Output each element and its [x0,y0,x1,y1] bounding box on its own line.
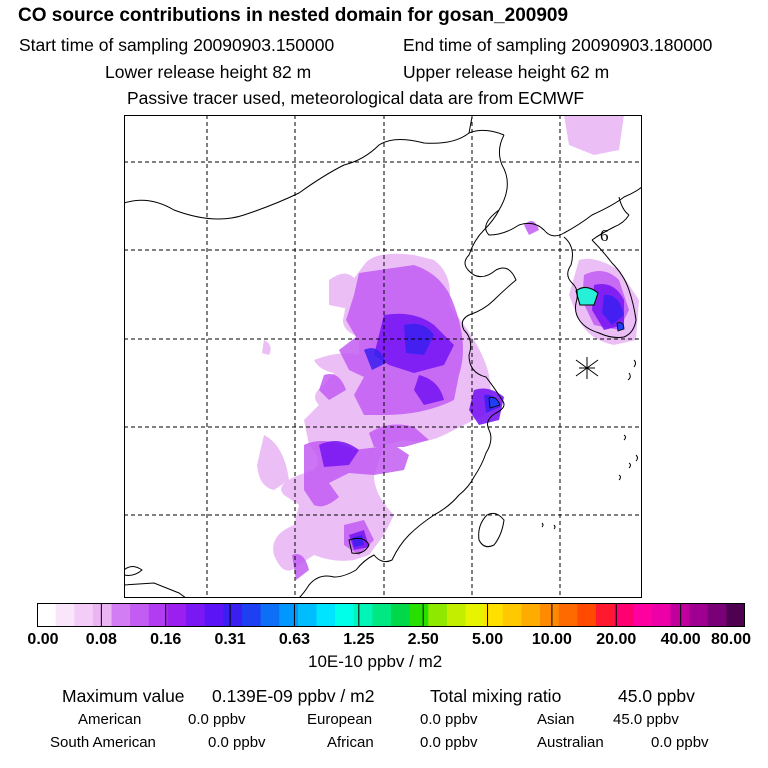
max-value: 0.139E-09 ppbv / m2 [212,686,375,706]
colorbar-cell [409,603,429,627]
colorbar-cell [502,603,523,627]
source-name: South American [50,734,156,751]
colorbar-tick-label: 20.00 [596,631,637,648]
source-value: 0.0 ppbv [651,734,709,751]
colorbar-tick-label: 10.00 [531,631,572,648]
colorbar-cell [335,603,355,627]
source-value: 0.0 ppbv [420,734,478,751]
upper-release-height: Upper release height 62 m [403,62,610,82]
colorbar-cell [577,603,597,627]
start-time: Start time of sampling 20090903.150000 [19,35,335,55]
colorbar-cell [204,603,224,627]
colorbar-cell [372,603,392,627]
colorbar-tick-label: 0.08 [85,631,117,648]
end-time: End time of sampling 20090903.180000 [403,35,713,55]
map-frame [124,115,642,598]
colorbar-tick-label: 0.31 [214,631,246,648]
day-label: 6 [600,226,609,245]
colorbar-cell [111,603,131,627]
map-panel: 6 [124,115,642,598]
colorbar-tick-label: 2.50 [407,631,439,648]
colorbar-cell [130,603,150,627]
source-value: 0.0 ppbv [420,711,478,728]
source-name: African [327,734,374,751]
colorbar-tick-label: 0.16 [150,631,182,648]
source-value: 45.0 ppbv [613,711,679,728]
colorbar-cell [689,603,709,627]
source-name: European [307,711,373,728]
colorbar-cell [391,603,411,627]
colorbar-cell [55,603,75,627]
max-value-label: Maximum value [62,686,185,706]
colorbar-cell [260,603,280,627]
colorbar-cell [521,603,541,627]
colorbar-tick-label: 80.00 [710,631,752,648]
source-name: American [78,711,142,728]
colorbar-cell [316,603,336,627]
source-name: Australian [537,734,604,751]
colorbar-cell [484,603,504,627]
colorbar-cell [446,603,467,627]
tracer-note: Passive tracer used, meteorological data… [127,88,585,108]
source-value: 0.0 ppbv [188,711,246,728]
colorbar-cell [148,603,169,627]
colorbar-cell [186,603,206,627]
colorbar-cell [595,603,616,627]
colorbar-cell [614,603,634,627]
colorbar-cell [74,603,94,627]
colorbar-cell [167,603,187,627]
colorbar-cell [726,603,745,627]
source-name: Asian [537,711,575,728]
lat-lon-grid [124,115,642,598]
colorbar [37,603,745,627]
colorbar-tick-label: 40.00 [660,631,701,648]
colorbar-tick-label: 0.63 [278,631,311,648]
concentration-plume [257,115,639,580]
colorbar-cell [428,603,448,627]
colorbar-cell [651,603,672,627]
total-mixing-label: Total mixing ratio [430,686,562,706]
colorbar-cell [92,603,113,627]
colorbar-cell [37,603,57,627]
colorbar-cell [558,603,578,627]
colorbar-cell [223,603,243,627]
colorbar-tick-label: 0.00 [27,631,59,648]
colorbar-cell [670,603,690,627]
colorbar-cell [279,603,299,627]
colorbar-cell [540,603,560,627]
coastline [124,116,642,598]
colorbar-cell [465,603,485,627]
colorbar-cell [707,603,727,627]
colorbar-tick-label: 5.00 [471,631,504,648]
plot-title: CO source contributions in nested domain… [18,5,569,26]
receptor-asterisk-icon [575,357,599,379]
colorbar-cell [353,603,373,627]
colorbar-tick-label: 1.25 [343,631,375,648]
colorbar-cell [633,603,653,627]
lower-release-height: Lower release height 82 m [105,62,312,82]
total-mixing-value: 45.0 ppbv [618,686,695,706]
colorbar-cell [297,603,318,627]
source-value: 0.0 ppbv [208,734,266,751]
colorbar-units: 10E-10 ppbv / m2 [308,652,443,671]
colorbar-cell [241,603,262,627]
